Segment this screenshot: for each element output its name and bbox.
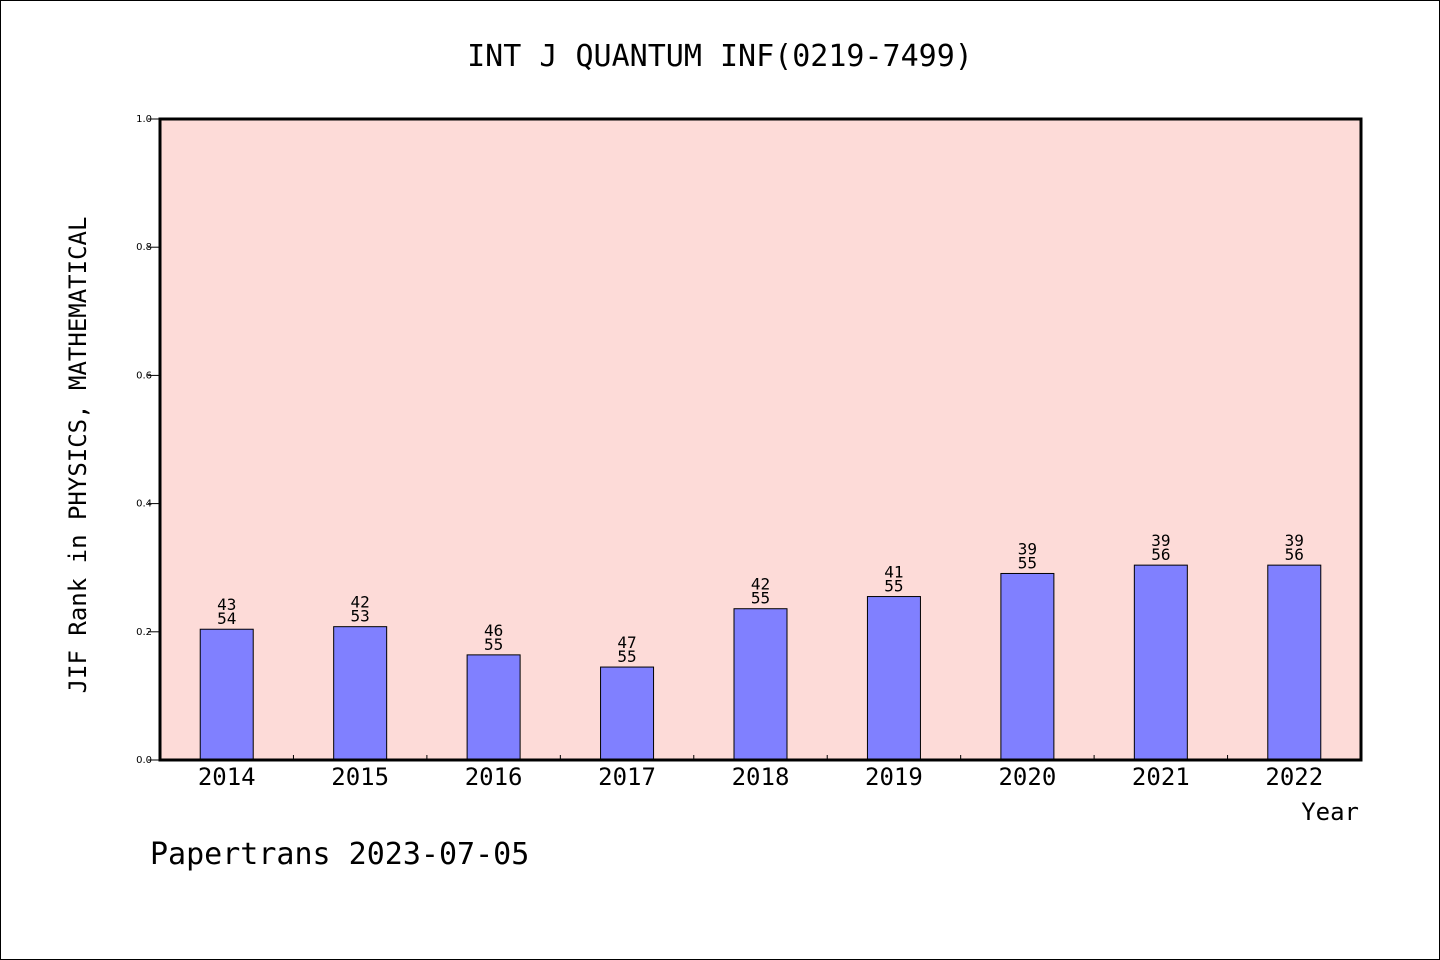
bar <box>199 628 254 761</box>
plot-border <box>158 117 1363 762</box>
bar-total-label: 55 <box>484 635 503 654</box>
x-tick-label: 2014 <box>198 763 256 791</box>
bar-total-label: 55 <box>1018 553 1037 572</box>
bar-total-label: 55 <box>617 647 636 666</box>
bar-rank-label: 47 <box>617 633 636 652</box>
bar-rank-label: 43 <box>217 595 236 614</box>
y-axis-ticks: 0.0 0.2 0.4 0.6 0.8 1.0 <box>136 114 160 766</box>
bar <box>333 626 388 761</box>
y-tick-label: 0.2 <box>136 627 152 638</box>
y-tick-label: 0.8 <box>136 242 152 253</box>
x-tick-label: 2017 <box>598 763 656 791</box>
bar-rank-label: 39 <box>1285 531 1304 550</box>
bar-rank-label: 42 <box>751 575 770 594</box>
footer-text: Papertrans 2023-07-05 <box>150 837 529 872</box>
y-tick-label: 0.6 <box>136 370 152 381</box>
bar <box>1133 564 1188 761</box>
x-tick-label: 2021 <box>1132 763 1190 791</box>
x-tick-label: 2015 <box>331 763 389 791</box>
bar-rank-label: 42 <box>351 593 370 612</box>
y-tick-label: 0.4 <box>136 499 152 510</box>
y-tick-label: 0.0 <box>136 755 152 766</box>
bar-rank-label: 39 <box>1151 531 1170 550</box>
bar-total-label: 55 <box>751 589 770 608</box>
bar-total-label: 56 <box>1285 545 1304 564</box>
bar-total-label: 54 <box>217 609 236 628</box>
bar-rank-label: 39 <box>1018 539 1037 558</box>
x-tick-label: 2016 <box>465 763 523 791</box>
y-axis-label: JIF Rank in PHYSICS, MATHEMATICAL <box>64 217 92 694</box>
bar-rank-label: 46 <box>484 621 503 640</box>
y-tick-label: 1.0 <box>136 114 152 125</box>
x-axis-ticks: 2014 2015 2016 2017 2018 2019 2020 2021 2022 <box>198 755 1323 791</box>
x-tick-label: 2020 <box>998 763 1056 791</box>
bar <box>1267 564 1322 761</box>
x-axis-label: Year <box>1301 798 1359 826</box>
bar-total-label: 55 <box>884 577 903 596</box>
bar-rank-label: 41 <box>884 563 903 582</box>
bar-total-label: 56 <box>1151 545 1170 564</box>
x-tick-label: 2018 <box>732 763 790 791</box>
bar <box>733 608 788 761</box>
bar <box>466 654 521 761</box>
bar <box>866 596 921 761</box>
x-tick-label: 2019 <box>865 763 923 791</box>
x-tick-label: 2022 <box>1265 763 1323 791</box>
bar <box>600 666 655 761</box>
chart-title: INT J QUANTUM INF(0219-7499) <box>467 39 973 74</box>
bar-total-label: 53 <box>351 607 370 626</box>
bar <box>1000 572 1055 761</box>
